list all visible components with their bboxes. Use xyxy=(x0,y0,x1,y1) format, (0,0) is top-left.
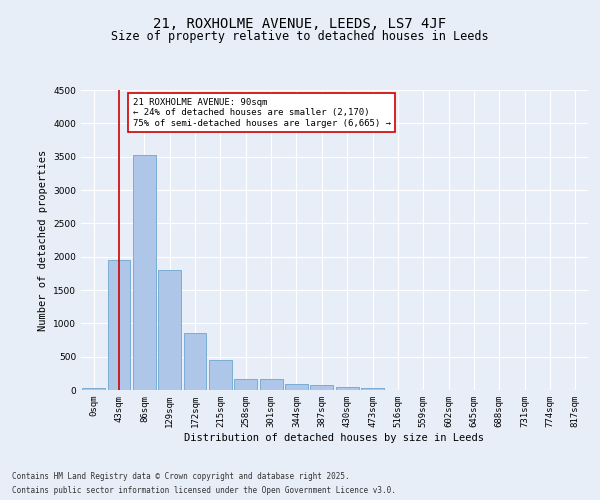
Y-axis label: Number of detached properties: Number of detached properties xyxy=(38,150,47,330)
Bar xyxy=(260,379,283,390)
Text: 21 ROXHOLME AVENUE: 90sqm
← 24% of detached houses are smaller (2,170)
75% of se: 21 ROXHOLME AVENUE: 90sqm ← 24% of detac… xyxy=(133,98,391,128)
Bar xyxy=(336,387,359,390)
X-axis label: Distribution of detached houses by size in Leeds: Distribution of detached houses by size … xyxy=(185,432,485,442)
Bar xyxy=(209,360,232,390)
Text: Contains public sector information licensed under the Open Government Licence v3: Contains public sector information licen… xyxy=(12,486,396,495)
Bar xyxy=(184,334,206,390)
Text: Contains HM Land Registry data © Crown copyright and database right 2025.: Contains HM Land Registry data © Crown c… xyxy=(12,472,350,481)
Bar xyxy=(107,260,130,390)
Bar xyxy=(310,386,333,390)
Text: 21, ROXHOLME AVENUE, LEEDS, LS7 4JF: 21, ROXHOLME AVENUE, LEEDS, LS7 4JF xyxy=(154,18,446,32)
Bar xyxy=(285,384,308,390)
Bar xyxy=(361,388,384,390)
Bar xyxy=(235,378,257,390)
Bar xyxy=(82,388,105,390)
Bar xyxy=(158,270,181,390)
Bar xyxy=(133,156,156,390)
Text: Size of property relative to detached houses in Leeds: Size of property relative to detached ho… xyxy=(111,30,489,43)
